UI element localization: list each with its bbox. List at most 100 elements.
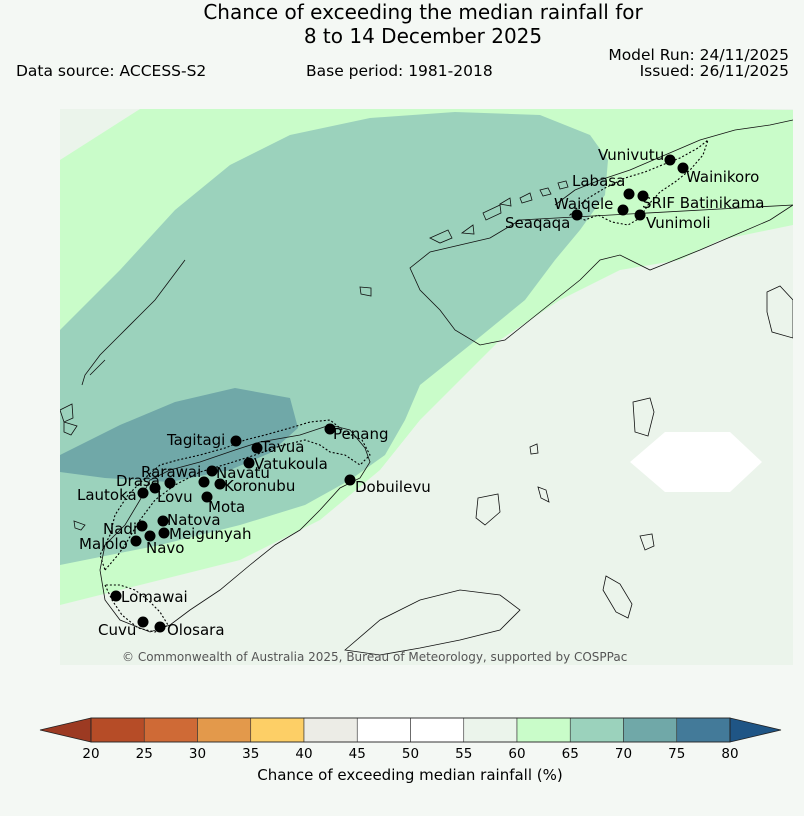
station-marker [230,435,242,447]
station-label: Penang [333,425,388,443]
station-marker [214,478,226,490]
station-marker [677,162,689,174]
station-label: Natova [167,511,221,529]
colorbar-tick-label: 40 [295,746,312,762]
station-marker [324,423,336,435]
station-label: Vunivutu [598,146,664,164]
viti-levu-coast [99,424,371,633]
vanua-levu-coast [409,119,793,346]
colorbar-frame [90,717,731,743]
colorbar-tick-label: 25 [136,746,153,762]
colorbar-cell [90,717,145,743]
region-70-75 [60,388,298,482]
colorbar-tick-label: 80 [721,746,738,762]
colorbar-cell [463,717,518,743]
colorbar-cell [623,717,678,743]
colorbar-cell [410,717,465,743]
station-label: Rarawai [141,463,201,481]
colorbar-cell [303,717,358,743]
station-marker [637,190,649,202]
colorbar-cells [90,717,731,743]
island-group-east [475,285,793,619]
colorbar-cell [516,717,571,743]
colorbar-cell [569,717,624,743]
colorbar-over-arrow [729,717,782,743]
station-markers [110,154,689,633]
station-marker [158,527,170,539]
station-marker [137,616,149,628]
chart-title: Chance of exceeding the median rainfall … [0,0,804,48]
station-marker [137,487,149,499]
region-50-55 [630,432,762,492]
station-label: Meigunyah [169,525,251,543]
colorbar-cell [143,717,198,743]
lau-islands [429,180,569,244]
station-marker [623,188,635,200]
station-marker [634,209,646,221]
station-marker [664,154,676,166]
station-label: Vatukoula [254,455,328,473]
colorbar-cell [197,717,252,743]
colorbar-tick-label: 65 [562,746,579,762]
copyright-notice: © Commonwealth of Australia 2025, Bureau… [122,650,627,664]
colorbar-tick-label: 55 [455,746,472,762]
station-label: Tavua [260,438,304,456]
station-label: Tagitagi [166,431,225,449]
colorbar-cell [250,717,305,743]
colorbar-under-arrow [39,717,92,743]
station-marker [130,535,142,547]
colorbar-tick-label: 45 [349,746,366,762]
station-label: Koronubu [224,477,295,495]
island-group-west [60,286,372,531]
kadavu-coast [344,589,521,656]
station-label: Lovu [157,488,193,506]
station-label: Navo [146,539,184,557]
station-marker [243,457,255,469]
probability-field [60,109,793,665]
station-label: Olosara [167,621,225,639]
station-label: Nadi [103,520,137,538]
station-label: Labasa [572,172,625,190]
station-marker [136,520,148,532]
station-marker [198,476,210,488]
colorbar-label: Chance of exceeding median rainfall (%) [257,766,562,784]
station-marker [571,209,583,221]
northern-catchment [568,138,710,226]
colorbar-tick-label: 20 [82,746,99,762]
station-label: Waiqele [554,195,613,213]
station-label: Dobuilevu [355,478,431,496]
model-run: Model Run: 24/11/2025 [608,46,789,64]
station-label: Lomawai [121,588,188,606]
colorbar-tick-label: 75 [668,746,685,762]
colorbar-ticks: 20 25 30 35 40 45 50 55 60 65 70 75 80 [82,746,738,762]
data-source: Data source: ACCESS-S2 [16,62,207,80]
station-label: Seaqaqa [505,214,570,232]
station-marker [154,621,166,633]
yasawa-islands [81,259,186,386]
colorbar-tick-label: 30 [189,746,206,762]
station-label: Navatu [216,464,270,482]
title-line-2: 8 to 14 December 2025 [303,24,543,48]
western-catchment [99,419,371,572]
station-marker [164,477,176,489]
base-period: Base period: 1981-2018 [306,62,493,80]
station-label: Vunimoli [646,214,711,232]
station-marker [201,491,213,503]
title-line-1: Chance of exceeding the median rainfall … [203,0,643,24]
station-label: Wainikoro [686,168,759,186]
region-55-60-corner [60,109,130,140]
station-label: Cuvu [98,621,136,639]
station-marker [149,482,161,494]
station-label: Lautoka [77,486,137,504]
station-marker [617,204,629,216]
station-marker [344,474,356,486]
colorbar: 20 25 30 35 40 45 50 55 60 65 70 75 80 Chance of exc… [39,717,782,784]
colorbar-cell [356,717,411,743]
station-marker [144,530,156,542]
station-label: Mota [208,498,245,516]
station-labels: Vunivutu Wainikoro Labasa Waiqele SRIF Batin… [77,146,764,639]
issued-date: Issued: 26/11/2025 [639,62,789,80]
station-marker [157,515,169,527]
coastlines [60,119,793,656]
